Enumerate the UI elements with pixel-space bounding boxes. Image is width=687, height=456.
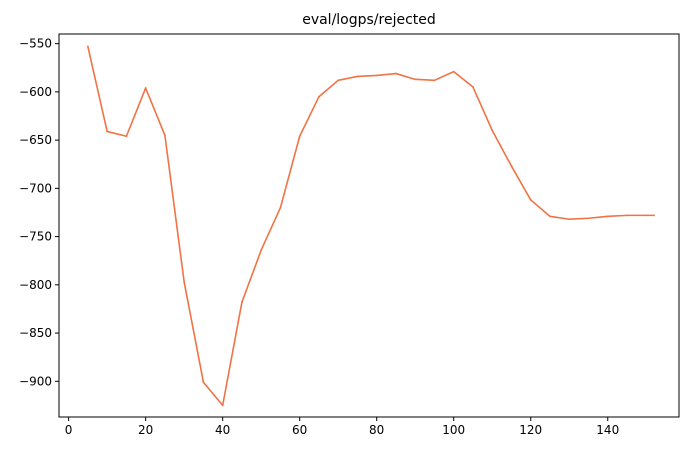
x-tick-label: 20 [138, 423, 153, 437]
x-tick-label: 100 [442, 423, 465, 437]
data-point [106, 130, 109, 133]
data-point [86, 45, 89, 48]
data-point [491, 129, 494, 132]
data-point [164, 134, 166, 137]
data-point [241, 301, 243, 304]
x-tick-label: 60 [292, 423, 307, 437]
data-point [279, 206, 282, 209]
y-tick-label: −550 [19, 37, 52, 51]
data-point [606, 215, 609, 218]
y-tick-label: −650 [19, 133, 52, 147]
data-point [337, 79, 340, 82]
data-point [587, 217, 590, 220]
data-point [452, 70, 455, 73]
series-layer [86, 45, 655, 407]
data-point [375, 74, 378, 77]
data-point [356, 75, 359, 78]
plot-background [59, 34, 679, 417]
data-point [568, 218, 571, 221]
x-tick-label: 120 [519, 423, 542, 437]
data-point [221, 404, 224, 407]
data-point [260, 249, 263, 252]
y-tick-label: −850 [19, 326, 52, 340]
x-tick-label: 0 [65, 423, 73, 437]
data-point [510, 165, 513, 168]
data-point [144, 87, 147, 89]
y-tick-label: −900 [19, 374, 52, 388]
data-point [318, 95, 320, 98]
x-tick-label: 140 [596, 423, 619, 437]
data-point [298, 135, 301, 138]
y-tick-label: −750 [19, 230, 52, 244]
data-point [395, 72, 397, 75]
axis-ticks: 0 20 40 60 80 100 120 140 −550 −600 −650 −700 −750 −8… [19, 37, 619, 437]
data-point [414, 78, 417, 81]
data-point [202, 381, 205, 384]
plot-frame [58, 33, 680, 418]
data-point [549, 215, 551, 218]
data-point [125, 135, 128, 138]
data-point [529, 199, 532, 201]
data-point [645, 214, 648, 217]
data-point [433, 79, 436, 82]
data-point [472, 86, 474, 88]
x-tick-label: 40 [215, 423, 230, 437]
y-tick-label: −800 [19, 278, 52, 292]
data-point [653, 214, 655, 217]
data-point [183, 281, 186, 283]
x-tick-label: 80 [369, 423, 384, 437]
y-tick-label: −600 [19, 85, 52, 99]
chart-title: eval/logps/rejected [302, 12, 436, 28]
data-point [626, 214, 628, 217]
y-tick-label: −700 [19, 181, 52, 195]
